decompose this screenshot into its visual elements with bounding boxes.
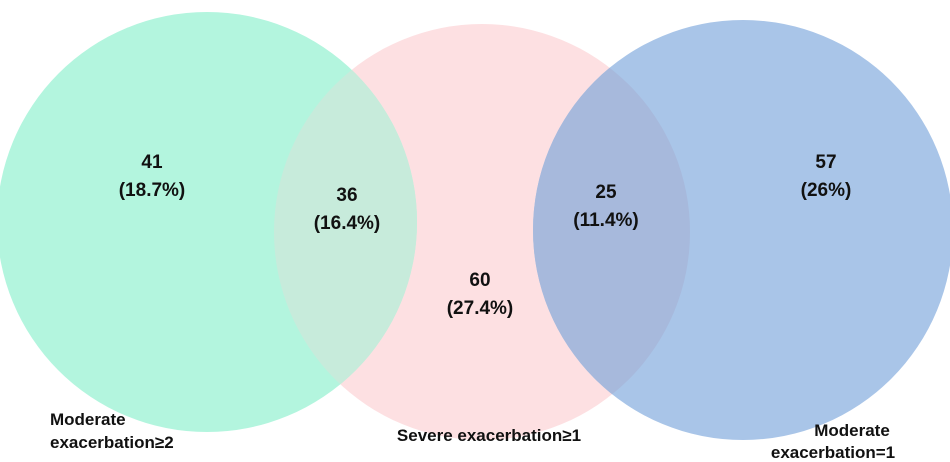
region-count: 25 xyxy=(595,182,617,203)
region-percent: (16.4%) xyxy=(314,213,381,234)
overlap-moderate-ge2-severe xyxy=(274,24,417,432)
region-severe-and-moderate-eq1: 25 (11.4%) xyxy=(573,182,638,231)
set-label-moderate-eq1: Moderate exacerbation=1 xyxy=(771,421,895,462)
region-count: 60 xyxy=(469,270,490,291)
overlap-severe-moderate-eq1 xyxy=(533,24,690,440)
region-percent: (18.7%) xyxy=(119,180,186,201)
set-label-line: exacerbation=1 xyxy=(771,443,895,462)
region-moderate-eq1-only: 57 (26%) xyxy=(801,152,852,201)
set-label-moderate-ge2: Moderate exacerbation≥2 xyxy=(50,410,174,452)
set-label-line: Moderate xyxy=(814,421,890,440)
region-count: 57 xyxy=(815,152,836,173)
region-moderate-ge2-and-severe: 36 (16.4%) xyxy=(314,185,381,234)
set-label-line: exacerbation≥2 xyxy=(50,433,174,452)
set-label-severe: Severe exacerbation≥1 xyxy=(397,426,581,445)
region-moderate-ge2-only: 41 (18.7%) xyxy=(119,152,186,201)
region-percent: (27.4%) xyxy=(447,298,514,319)
region-severe-only: 60 (27.4%) xyxy=(447,270,514,319)
region-percent: (26%) xyxy=(801,180,852,201)
region-count: 36 xyxy=(336,185,357,206)
set-label-line: Severe exacerbation≥1 xyxy=(397,426,581,445)
set-label-line: Moderate xyxy=(50,410,126,429)
region-count: 41 xyxy=(141,152,163,173)
region-percent: (11.4%) xyxy=(573,210,638,231)
